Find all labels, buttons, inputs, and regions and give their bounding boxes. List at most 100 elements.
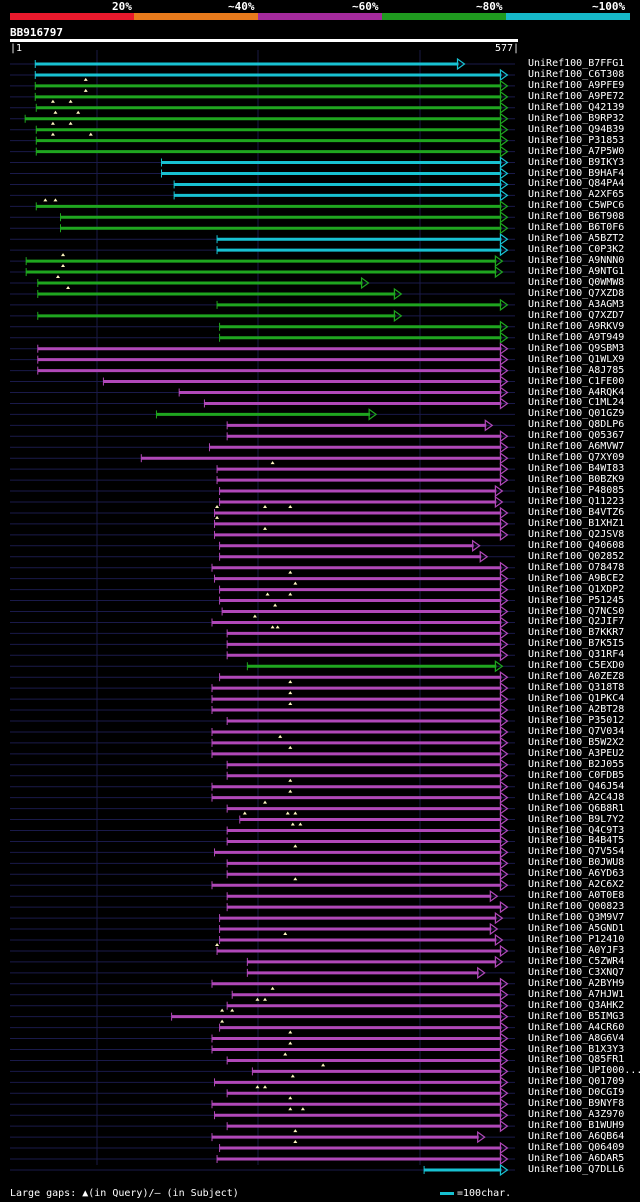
- hit-row[interactable]: [10, 955, 515, 969]
- hit-row[interactable]: [10, 581, 515, 596]
- hit-label[interactable]: UniRef100_A9RKV9: [528, 320, 625, 332]
- hit-label[interactable]: UniRef100_Q06409: [528, 1142, 625, 1154]
- hit-label[interactable]: UniRef100_B9RP32: [528, 112, 625, 124]
- hit-label[interactable]: UniRef100_C0P3K2: [528, 244, 625, 256]
- hit-label[interactable]: UniRef100_C3XNQ7: [528, 966, 625, 978]
- hit-label[interactable]: UniRef100_Q6B8R1: [528, 802, 625, 814]
- hit-label[interactable]: UniRef100_B7K5I5: [528, 638, 625, 650]
- hit-row[interactable]: [10, 189, 515, 202]
- hit-row[interactable]: [10, 1119, 515, 1133]
- hit-label[interactable]: UniRef100_B7FFG1: [528, 58, 625, 69]
- hit-row[interactable]: [10, 550, 515, 563]
- hit-row[interactable]: [10, 452, 515, 465]
- hit-label[interactable]: UniRef100_A9BCE2: [528, 572, 625, 584]
- hit-row[interactable]: [10, 441, 515, 454]
- hit-row[interactable]: [10, 614, 515, 629]
- hit-label[interactable]: UniRef100_B2J055: [528, 758, 625, 770]
- hit-row[interactable]: [10, 660, 515, 673]
- hit-label[interactable]: UniRef100_A6QB64: [528, 1131, 625, 1143]
- hit-row[interactable]: [10, 1052, 515, 1067]
- hit-label[interactable]: UniRef100_Q318T8: [528, 682, 625, 694]
- hit-label[interactable]: UniRef100_Q01GZ9: [528, 408, 625, 420]
- hit-row[interactable]: [10, 1107, 515, 1122]
- hit-label[interactable]: UniRef100_C1ML24: [528, 397, 625, 409]
- hit-label[interactable]: UniRef100_B0BZK9: [528, 474, 625, 486]
- hit-label[interactable]: UniRef100_Q94B39: [528, 123, 625, 135]
- hit-row[interactable]: [10, 811, 515, 826]
- hit-row[interactable]: [10, 145, 515, 158]
- hit-row[interactable]: [10, 298, 515, 312]
- hit-label[interactable]: UniRef100_P31853: [528, 134, 625, 146]
- hit-label[interactable]: UniRef100_A6YD63: [528, 868, 625, 880]
- hit-row[interactable]: [10, 473, 515, 487]
- hit-row[interactable]: [10, 1085, 515, 1100]
- hit-row[interactable]: [10, 1030, 515, 1045]
- hit-row[interactable]: [10, 1129, 515, 1144]
- hit-row[interactable]: [10, 1096, 515, 1111]
- hit-label[interactable]: UniRef100_A4RQK4: [528, 386, 625, 398]
- hit-row[interactable]: [10, 461, 515, 476]
- hit-row[interactable]: [10, 822, 515, 837]
- hit-row[interactable]: [10, 671, 515, 684]
- hit-row[interactable]: [10, 680, 515, 695]
- hit-row[interactable]: [10, 386, 515, 399]
- hit-row[interactable]: [10, 309, 515, 323]
- hit-label[interactable]: UniRef100_A0YJF3: [528, 944, 625, 956]
- hit-label[interactable]: UniRef100_A6DAR5: [528, 1153, 625, 1164]
- hit-label[interactable]: UniRef100_A2BT28: [528, 704, 625, 716]
- hit-row[interactable]: [10, 484, 515, 498]
- hit-label[interactable]: UniRef100_Q85FR1: [528, 1054, 625, 1066]
- hit-row[interactable]: [10, 419, 515, 432]
- hit-label[interactable]: UniRef100_B5IMG3: [528, 1010, 625, 1022]
- hit-label[interactable]: UniRef100_A0T0E8: [528, 890, 625, 902]
- hit-label[interactable]: UniRef100_B9L7Y2: [528, 813, 625, 825]
- hit-row[interactable]: [10, 222, 515, 235]
- hit-label[interactable]: UniRef100_Q7XY09: [528, 452, 625, 464]
- hit-row[interactable]: [10, 789, 515, 804]
- hit-label[interactable]: UniRef100_Q9SBM3: [528, 342, 625, 354]
- hit-label[interactable]: UniRef100_A8G6V4: [528, 1032, 625, 1044]
- hit-row[interactable]: [10, 977, 515, 990]
- hit-row[interactable]: [10, 625, 515, 640]
- hit-row[interactable]: [10, 592, 515, 607]
- hit-label[interactable]: UniRef100_Q3AHK2: [528, 999, 625, 1011]
- hit-label[interactable]: UniRef100_Q7NCS0: [528, 605, 625, 617]
- hit-label[interactable]: UniRef100_B1X3Y3: [528, 1043, 625, 1055]
- hit-label[interactable]: UniRef100_B9NYF8: [528, 1098, 625, 1110]
- hit-row[interactable]: [10, 877, 515, 892]
- hit-row[interactable]: [10, 835, 515, 848]
- hit-label[interactable]: UniRef100_Q3M9V7: [528, 912, 625, 924]
- hit-label[interactable]: UniRef100_A9NTG1: [528, 266, 625, 278]
- hit-label[interactable]: UniRef100_B1WUH9: [528, 1120, 625, 1132]
- hit-label[interactable]: UniRef100_Q1WLX9: [528, 353, 625, 365]
- hit-row[interactable]: [10, 77, 515, 93]
- hit-row[interactable]: [10, 1041, 515, 1056]
- hit-label[interactable]: UniRef100_P35012: [528, 715, 625, 726]
- hit-row[interactable]: [10, 570, 515, 585]
- hit-label[interactable]: UniRef100_A9NNN0: [528, 255, 625, 267]
- hit-label[interactable]: UniRef100_A3PEU2: [528, 747, 625, 759]
- hit-label[interactable]: UniRef100_Q1XDP2: [528, 583, 625, 595]
- hit-row[interactable]: [10, 942, 515, 958]
- hit-row[interactable]: [10, 495, 515, 509]
- hit-row[interactable]: [10, 1063, 515, 1078]
- hit-row[interactable]: [10, 1152, 515, 1166]
- hit-label[interactable]: UniRef100_A2C6X2: [528, 879, 625, 891]
- hit-row[interactable]: [10, 844, 515, 859]
- hit-row[interactable]: [10, 167, 515, 180]
- hit-row[interactable]: [10, 714, 515, 728]
- hit-label[interactable]: UniRef100_C5EXD0: [528, 660, 625, 672]
- hit-row[interactable]: [10, 857, 515, 870]
- hit-row[interactable]: [10, 997, 515, 1012]
- hit-label[interactable]: UniRef100_O78478: [528, 561, 625, 573]
- hit-row[interactable]: [10, 603, 515, 618]
- hit-row[interactable]: [10, 561, 515, 574]
- hit-label[interactable]: UniRef100_A9PE72: [528, 90, 625, 102]
- hit-row[interactable]: [10, 800, 515, 815]
- hit-label[interactable]: UniRef100_P51245: [528, 594, 625, 606]
- hit-row[interactable]: [10, 121, 515, 136]
- hit-row[interactable]: [10, 922, 515, 936]
- hit-row[interactable]: [10, 88, 515, 104]
- hit-label[interactable]: UniRef100_Q42139: [528, 101, 625, 113]
- hit-label[interactable]: UniRef100_Q7XZD7: [528, 309, 625, 321]
